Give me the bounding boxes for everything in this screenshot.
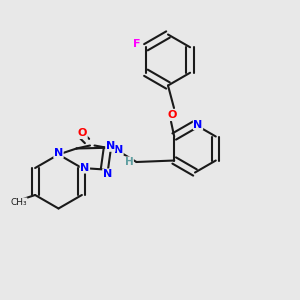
Text: N: N bbox=[80, 163, 89, 173]
Text: O: O bbox=[78, 128, 87, 139]
Text: H: H bbox=[124, 157, 134, 167]
Text: N: N bbox=[194, 119, 202, 130]
Text: N: N bbox=[54, 148, 63, 158]
Text: CH₃: CH₃ bbox=[10, 198, 27, 207]
Text: F: F bbox=[133, 39, 141, 49]
Text: N: N bbox=[114, 145, 123, 155]
Text: O: O bbox=[168, 110, 177, 121]
Text: N: N bbox=[106, 141, 115, 151]
Text: N: N bbox=[103, 169, 112, 179]
